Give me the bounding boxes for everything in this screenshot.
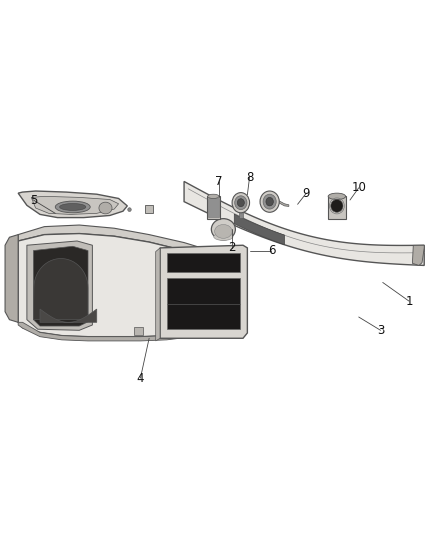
Ellipse shape: [208, 194, 219, 198]
Polygon shape: [234, 214, 285, 245]
Text: 5: 5: [30, 193, 37, 207]
Polygon shape: [31, 196, 119, 214]
Bar: [134, 327, 143, 335]
Ellipse shape: [60, 204, 86, 211]
Polygon shape: [158, 259, 219, 309]
Polygon shape: [261, 197, 279, 205]
Text: 6: 6: [268, 244, 275, 257]
Text: 3: 3: [377, 324, 384, 337]
Text: 7: 7: [215, 175, 223, 188]
Polygon shape: [277, 199, 289, 206]
Polygon shape: [33, 246, 88, 326]
Bar: [145, 205, 152, 213]
Ellipse shape: [128, 208, 131, 212]
Bar: [166, 253, 240, 272]
Ellipse shape: [232, 192, 250, 213]
Polygon shape: [5, 235, 18, 322]
Ellipse shape: [266, 197, 273, 206]
Polygon shape: [33, 259, 88, 320]
Polygon shape: [18, 191, 127, 217]
Polygon shape: [413, 245, 424, 265]
Polygon shape: [27, 241, 92, 330]
Bar: [166, 278, 240, 329]
Polygon shape: [40, 309, 97, 322]
Bar: [239, 207, 243, 218]
Text: 9: 9: [303, 187, 310, 200]
Bar: [207, 196, 220, 219]
Polygon shape: [160, 245, 247, 338]
Ellipse shape: [331, 199, 343, 212]
Ellipse shape: [260, 191, 279, 212]
Text: 1: 1: [405, 295, 413, 308]
Bar: [328, 196, 346, 219]
Polygon shape: [18, 233, 219, 337]
Ellipse shape: [237, 199, 244, 207]
Ellipse shape: [328, 193, 346, 199]
Bar: [208, 198, 219, 217]
Ellipse shape: [214, 233, 233, 240]
Polygon shape: [184, 181, 424, 265]
Ellipse shape: [212, 219, 235, 240]
Text: 8: 8: [246, 171, 253, 184]
Polygon shape: [18, 225, 219, 262]
Polygon shape: [18, 321, 219, 341]
Ellipse shape: [55, 201, 90, 213]
Bar: [158, 327, 166, 335]
Text: 2: 2: [228, 241, 236, 254]
Text: 4: 4: [137, 372, 144, 385]
Text: 10: 10: [351, 181, 366, 195]
Ellipse shape: [99, 202, 112, 214]
Ellipse shape: [235, 196, 247, 209]
Ellipse shape: [215, 224, 232, 238]
Ellipse shape: [263, 194, 276, 209]
Polygon shape: [155, 248, 160, 341]
